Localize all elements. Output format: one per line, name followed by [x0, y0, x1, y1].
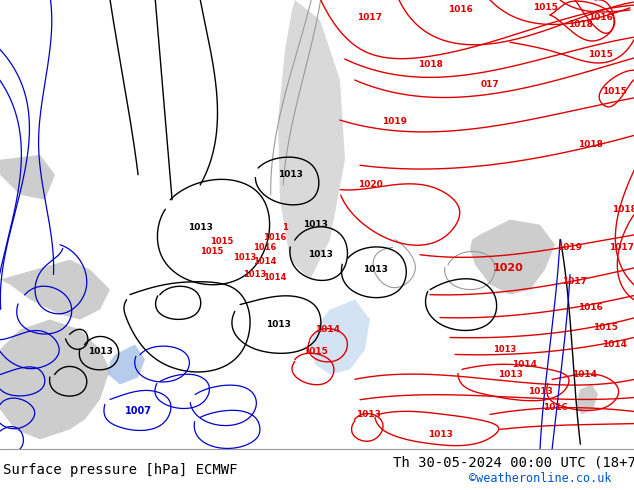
Text: 1013: 1013	[363, 265, 387, 274]
Text: 1013: 1013	[427, 430, 453, 439]
Text: ©weatheronline.co.uk: ©weatheronline.co.uk	[469, 472, 612, 485]
Text: 1013: 1013	[527, 387, 552, 396]
Text: 1019: 1019	[557, 243, 583, 252]
Text: 1016: 1016	[543, 403, 567, 412]
Text: 1013: 1013	[493, 345, 517, 354]
Text: 1013: 1013	[278, 170, 302, 179]
Text: 1020: 1020	[358, 180, 382, 189]
Text: 017: 017	[481, 80, 500, 89]
Polygon shape	[576, 385, 598, 415]
Text: 1013: 1013	[87, 347, 112, 356]
Text: 1013: 1013	[356, 410, 380, 419]
Text: 1018: 1018	[578, 140, 602, 149]
Text: 1013: 1013	[243, 270, 267, 279]
Text: 1018: 1018	[612, 205, 634, 214]
Text: 1016: 1016	[578, 303, 602, 312]
Text: 1018: 1018	[567, 21, 592, 29]
Text: 1015: 1015	[593, 323, 618, 332]
Text: 1015: 1015	[533, 3, 557, 12]
Text: 1014: 1014	[316, 325, 340, 334]
Text: 1014: 1014	[254, 257, 276, 266]
Text: 1015: 1015	[302, 347, 327, 356]
Polygon shape	[0, 319, 110, 440]
Text: 1019: 1019	[382, 117, 408, 126]
Text: 1014: 1014	[512, 360, 538, 369]
Text: 1016: 1016	[448, 5, 472, 15]
Text: 1014: 1014	[602, 340, 628, 349]
Text: 1013: 1013	[307, 250, 332, 259]
Text: 1020: 1020	[493, 263, 524, 272]
Polygon shape	[0, 260, 110, 319]
Text: 1015: 1015	[210, 237, 234, 246]
Text: 1016: 1016	[588, 13, 612, 23]
Text: Th 30-05-2024 00:00 UTC (18+78): Th 30-05-2024 00:00 UTC (18+78)	[393, 455, 634, 469]
Polygon shape	[310, 299, 370, 374]
Polygon shape	[0, 155, 55, 200]
Text: 1013: 1013	[188, 223, 212, 232]
Polygon shape	[470, 220, 555, 294]
Polygon shape	[278, 0, 345, 280]
Text: 1013: 1013	[498, 370, 522, 379]
Text: 1013: 1013	[302, 220, 327, 229]
Polygon shape	[108, 344, 145, 385]
Text: 1015: 1015	[200, 247, 224, 256]
Text: 1017: 1017	[562, 277, 588, 286]
Text: 1018: 1018	[418, 60, 443, 70]
Text: 1014: 1014	[573, 370, 597, 379]
Text: 1016: 1016	[254, 243, 276, 252]
Text: Surface pressure [hPa] ECMWF: Surface pressure [hPa] ECMWF	[3, 463, 238, 477]
Text: 1017: 1017	[358, 13, 382, 23]
Text: 1: 1	[282, 223, 288, 232]
Text: 1017: 1017	[609, 243, 634, 252]
Text: 1014: 1014	[263, 273, 287, 282]
Text: 1015: 1015	[602, 87, 626, 97]
Text: 1013: 1013	[266, 320, 290, 329]
Text: 1007: 1007	[124, 406, 152, 416]
Text: 1015: 1015	[588, 50, 612, 59]
Text: 1013: 1013	[233, 253, 257, 262]
Text: 1016: 1016	[263, 233, 287, 242]
